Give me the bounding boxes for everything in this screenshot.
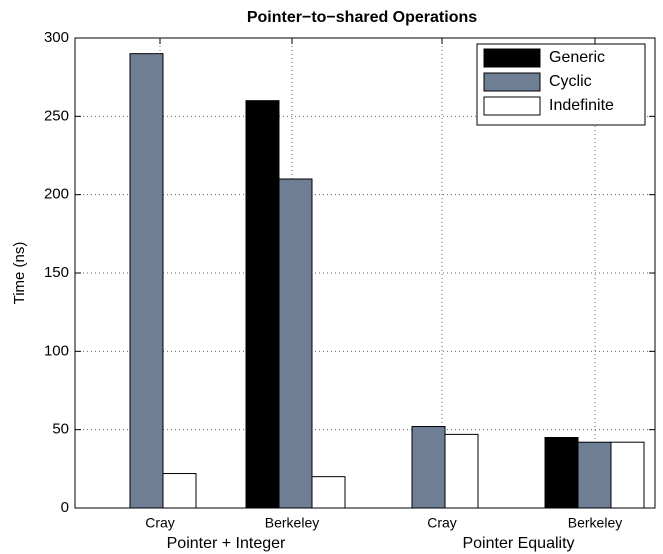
legend-label: Generic: [549, 49, 605, 66]
bar: [129, 53, 164, 509]
legend-label: Indefinite: [549, 97, 614, 114]
x-tick-label: Cray: [145, 515, 175, 531]
x-tick-label: Berkeley: [265, 515, 319, 531]
plot-frame: [74, 37, 656, 509]
legend-label: Cyclic: [549, 73, 592, 90]
bar: [162, 473, 197, 509]
bar: [311, 476, 346, 509]
legend-swatch: [483, 72, 541, 92]
bar: [444, 433, 479, 509]
y-tick-label: 300: [44, 29, 69, 46]
x-tick-label: Berkeley: [568, 515, 622, 531]
legend: Generic Cyclic Indefinite: [476, 43, 646, 126]
bar: [577, 441, 612, 509]
x-tick-label: Cray: [427, 515, 457, 531]
group-label: Pointer Equality: [462, 535, 574, 552]
y-tick-label: 250: [44, 107, 69, 124]
bar: [544, 437, 579, 509]
chart-title: Pointer−to−shared Operations: [247, 9, 477, 26]
bar: [610, 441, 645, 509]
bar: [245, 100, 280, 509]
y-tick-label: 0: [61, 499, 69, 516]
legend-swatch: [483, 96, 541, 116]
y-tick-label: 150: [44, 264, 69, 281]
y-tick-label: 50: [52, 421, 69, 438]
y-axis-label: Time (ns): [11, 242, 28, 305]
bar: [411, 426, 446, 509]
bar: [278, 178, 313, 509]
y-tick-label: 100: [44, 342, 69, 359]
y-tick-label: 200: [44, 186, 69, 203]
group-label: Pointer + Integer: [167, 535, 286, 552]
legend-swatch: [483, 48, 541, 68]
